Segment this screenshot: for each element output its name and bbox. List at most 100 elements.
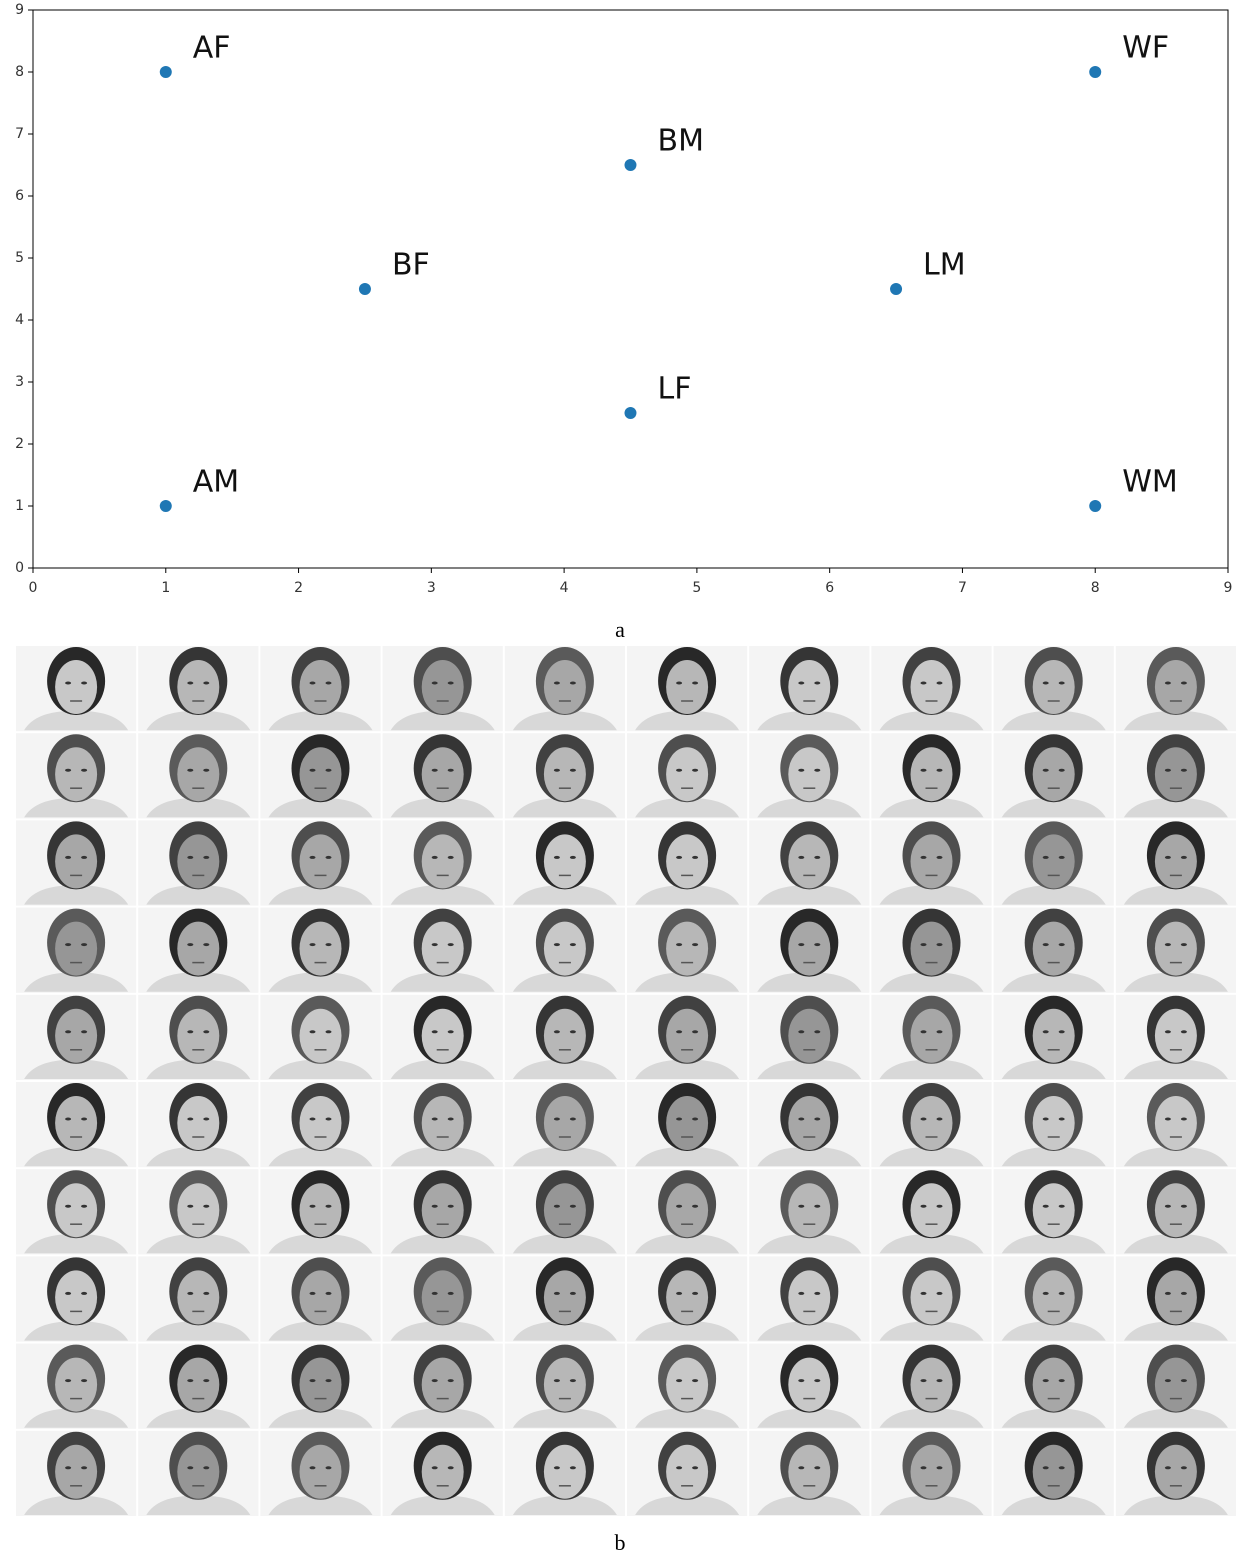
face-image bbox=[749, 733, 869, 818]
face bbox=[1155, 1096, 1197, 1150]
eye bbox=[692, 682, 698, 685]
point bbox=[890, 283, 902, 295]
eye bbox=[798, 856, 804, 859]
face bbox=[1155, 1358, 1197, 1412]
eye bbox=[692, 1379, 698, 1382]
face-image bbox=[383, 1344, 503, 1429]
eye bbox=[1043, 1292, 1049, 1295]
face-image bbox=[1116, 908, 1236, 993]
eye bbox=[310, 943, 316, 946]
point bbox=[625, 159, 637, 171]
x-tick-label: 3 bbox=[427, 580, 436, 596]
face-image bbox=[1116, 1431, 1236, 1516]
eye bbox=[937, 1030, 943, 1033]
eye bbox=[692, 1292, 698, 1295]
eye bbox=[326, 1379, 332, 1382]
face bbox=[177, 1009, 219, 1063]
eye bbox=[554, 1118, 560, 1121]
eye bbox=[326, 769, 332, 772]
face-image bbox=[260, 1082, 380, 1167]
eye bbox=[570, 1118, 576, 1121]
face-image bbox=[138, 1169, 258, 1254]
eye bbox=[1181, 1466, 1187, 1469]
x-tick-label: 8 bbox=[1091, 580, 1100, 596]
eye bbox=[81, 1030, 87, 1033]
point bbox=[160, 66, 172, 78]
eye bbox=[326, 682, 332, 685]
face bbox=[422, 1183, 464, 1237]
face-image bbox=[260, 908, 380, 993]
eye bbox=[1043, 943, 1049, 946]
eye bbox=[310, 1292, 316, 1295]
eye bbox=[81, 769, 87, 772]
face-image bbox=[627, 820, 747, 905]
face-image bbox=[627, 1431, 747, 1516]
y-tick-label: 5 bbox=[15, 250, 24, 266]
face bbox=[55, 1270, 97, 1324]
eye bbox=[1043, 1030, 1049, 1033]
eye bbox=[1043, 1118, 1049, 1121]
face-image bbox=[1116, 995, 1236, 1080]
face bbox=[177, 1096, 219, 1150]
point-label: AM bbox=[193, 465, 239, 500]
face bbox=[177, 747, 219, 801]
eye bbox=[81, 1205, 87, 1208]
eye bbox=[1059, 943, 1065, 946]
point bbox=[160, 500, 172, 512]
eye bbox=[554, 856, 560, 859]
face bbox=[55, 747, 97, 801]
eye bbox=[692, 856, 698, 859]
eye bbox=[187, 1030, 193, 1033]
eye bbox=[1059, 769, 1065, 772]
face-image bbox=[260, 733, 380, 818]
eye bbox=[570, 769, 576, 772]
face-image bbox=[505, 820, 625, 905]
eye bbox=[81, 943, 87, 946]
figure: a b 01234567890123456789AFWFBMBFLMLFAMWM bbox=[0, 0, 1239, 1557]
eye bbox=[554, 1466, 560, 1469]
eye bbox=[921, 769, 927, 772]
face-image bbox=[16, 1256, 136, 1341]
eye bbox=[814, 856, 820, 859]
face-image bbox=[749, 908, 869, 993]
face bbox=[788, 747, 830, 801]
face bbox=[666, 1096, 708, 1150]
eye bbox=[448, 769, 454, 772]
face bbox=[422, 922, 464, 976]
eye bbox=[570, 1205, 576, 1208]
eye bbox=[65, 682, 71, 685]
face-image bbox=[383, 1082, 503, 1167]
eye bbox=[203, 682, 209, 685]
face bbox=[544, 922, 586, 976]
x-tick-label: 4 bbox=[560, 580, 569, 596]
eye bbox=[65, 1118, 71, 1121]
eye bbox=[1165, 682, 1171, 685]
eye bbox=[1165, 1030, 1171, 1033]
y-tick-label: 3 bbox=[15, 374, 24, 390]
face bbox=[544, 1096, 586, 1150]
eye bbox=[1059, 1118, 1065, 1121]
face-image bbox=[871, 1431, 991, 1516]
eye bbox=[65, 1292, 71, 1295]
face bbox=[666, 1358, 708, 1412]
face-image bbox=[260, 820, 380, 905]
face-image bbox=[505, 646, 625, 731]
face-image bbox=[16, 1169, 136, 1254]
face-image bbox=[871, 733, 991, 818]
eye bbox=[676, 682, 682, 685]
face bbox=[300, 1096, 342, 1150]
face-image bbox=[138, 1256, 258, 1341]
eye bbox=[310, 682, 316, 685]
eye bbox=[1181, 856, 1187, 859]
y-tick-label: 4 bbox=[15, 312, 24, 328]
face-image bbox=[627, 1256, 747, 1341]
face bbox=[1033, 1445, 1075, 1499]
eye bbox=[1181, 1205, 1187, 1208]
y-tick-label: 6 bbox=[15, 188, 24, 204]
eye bbox=[814, 1205, 820, 1208]
face bbox=[1033, 834, 1075, 888]
face-image bbox=[871, 908, 991, 993]
face-image bbox=[505, 1169, 625, 1254]
face bbox=[1033, 1183, 1075, 1237]
eye bbox=[570, 856, 576, 859]
